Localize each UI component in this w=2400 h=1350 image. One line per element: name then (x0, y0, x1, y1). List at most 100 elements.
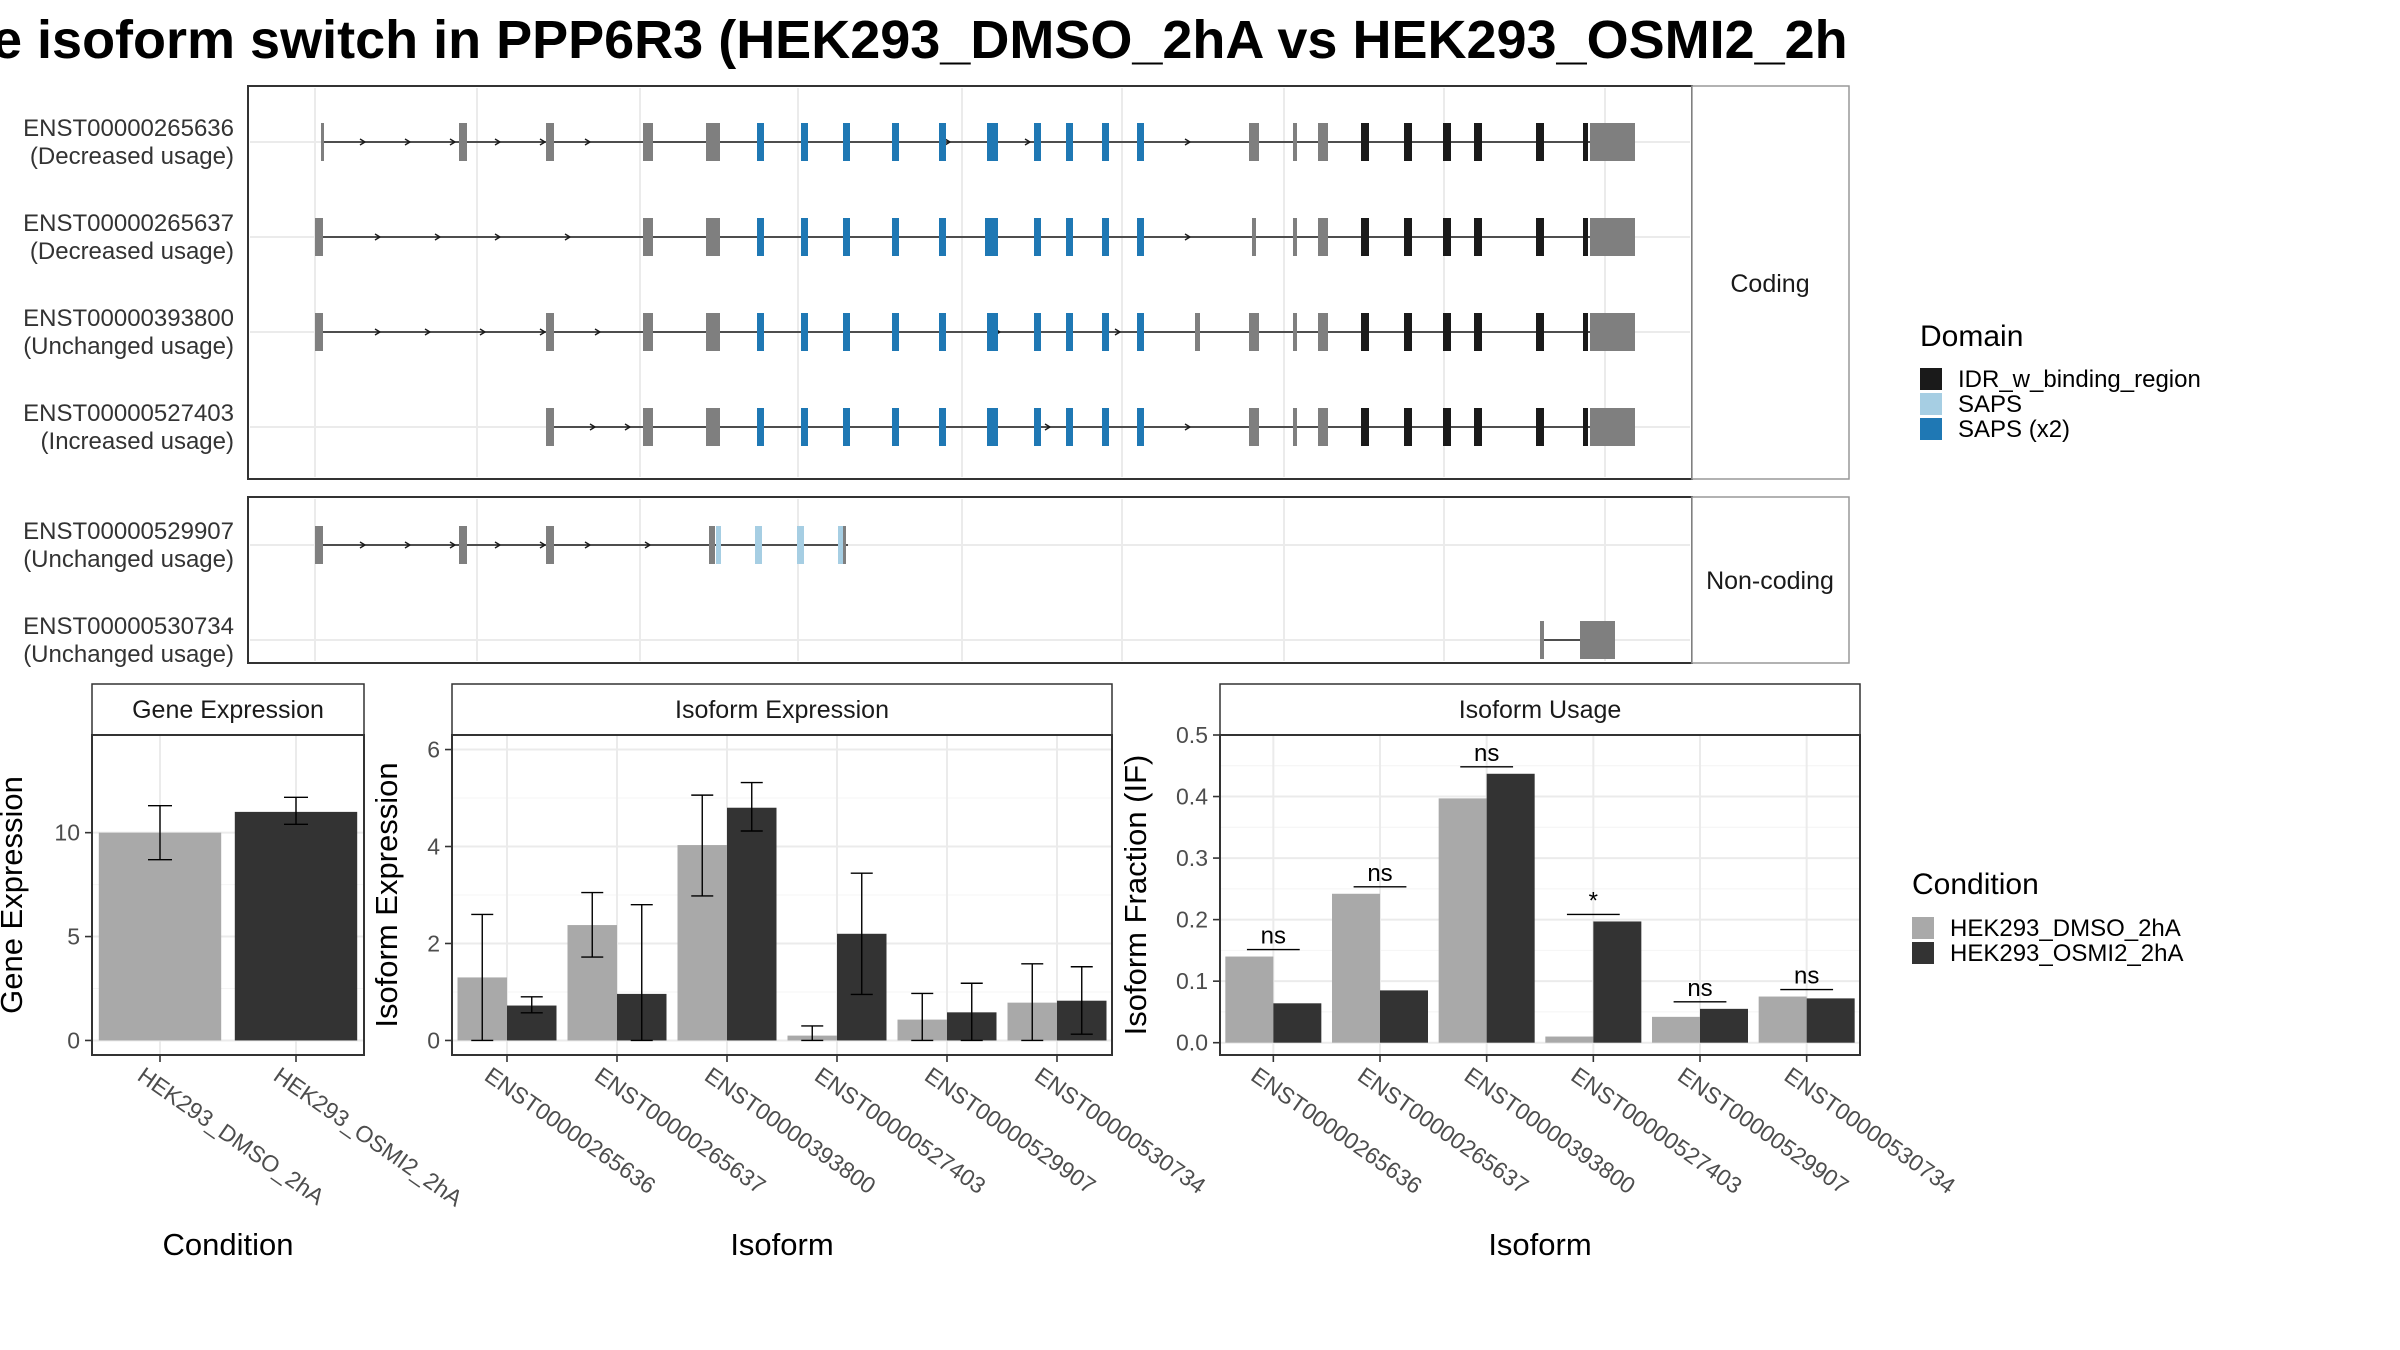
bar (1545, 1036, 1594, 1043)
exon-block (1293, 313, 1297, 351)
exon-block (939, 313, 946, 351)
exon-block (757, 408, 764, 446)
bar (727, 807, 777, 1041)
panel-strip (91, 683, 365, 736)
legend-label: SAPS (1958, 391, 2022, 418)
panel-title: Isoform Expression (675, 696, 889, 724)
transcript-id-label: ENST00000529907 (23, 518, 234, 545)
exon-block (843, 408, 850, 446)
strand-arrow (624, 423, 632, 431)
exon-block (987, 123, 998, 161)
significance-marker: * (1566, 887, 1620, 916)
strand-arrow (404, 541, 412, 549)
exon-block (1318, 218, 1328, 256)
strand-arrow (944, 138, 952, 146)
exon-block (1404, 313, 1412, 351)
strand-arrow (359, 138, 367, 146)
exon-block (706, 408, 720, 446)
strand-arrow (539, 328, 547, 336)
figure-title: e isoform switch in PPP6R3 (HEK293_DMSO_… (0, 10, 1848, 70)
exon-block (939, 123, 946, 161)
bar (1486, 773, 1535, 1043)
significance-marker: ns (1673, 975, 1727, 1003)
bars (457, 781, 1107, 1042)
exon-block (1590, 218, 1635, 256)
exon-block (1318, 313, 1328, 351)
exon-block (1361, 218, 1369, 256)
bar (1332, 893, 1380, 1043)
condition-legend-title: Condition (1912, 868, 2039, 901)
x-tick-label: ENST00000265637 (1353, 1062, 1533, 1199)
exon-block (1474, 313, 1482, 351)
significance-label: * (1589, 887, 1598, 914)
x-axis-ticks: ENST00000265636ENST00000265637ENST000003… (480, 1055, 1211, 1199)
x-tick-label: ENST00000527403 (1566, 1062, 1746, 1199)
y-axis-ticks: 0.0 0.1 0.2 0.3 0.4 0.5 (1176, 722, 1220, 1056)
exon-block (315, 218, 323, 256)
strand-arrow (494, 138, 502, 146)
bars (1225, 773, 1855, 1043)
noncoding-panel (247, 496, 1693, 664)
panel-title: Isoform Usage (1459, 696, 1622, 724)
exon-block (1583, 218, 1588, 256)
transcript-tracks: ENST00000265636(Decreased usage)ENST0000… (23, 88, 1690, 668)
exon-block (1540, 621, 1544, 659)
exon-block (1102, 123, 1109, 161)
plot-border (91, 734, 365, 1056)
error-bar (740, 781, 763, 832)
legend-swatch (1920, 368, 1942, 390)
x-axis-title: Condition (163, 1227, 294, 1262)
exon-block (643, 123, 653, 161)
strand-arrow (1184, 138, 1192, 146)
bar (1806, 998, 1855, 1043)
exon-block (892, 313, 899, 351)
strand-arrow (359, 541, 367, 549)
exon-block (1404, 123, 1412, 161)
transcript-usage-label: (Increased usage) (41, 428, 234, 455)
strand-arrow (589, 423, 597, 431)
exon-block (1066, 218, 1073, 256)
exon-block (987, 313, 998, 351)
error-bar (284, 796, 308, 826)
exon-block (1318, 123, 1328, 161)
bar (98, 832, 222, 1041)
exon-block (1361, 313, 1369, 351)
exon-block (1034, 313, 1041, 351)
error-bar (960, 982, 983, 1042)
coding-strip-label: Coding (1730, 270, 1809, 298)
domain-legend-title: Domain (1920, 320, 2023, 353)
exon-block (1590, 408, 1635, 446)
exon-block (892, 408, 899, 446)
bar (1652, 1016, 1700, 1043)
exon-block (321, 123, 324, 161)
transcript-ENST00000530734: ENST00000530734(Unchanged usage) (23, 613, 1615, 668)
error-bar (850, 872, 873, 996)
transcript-usage-label: (Decreased usage) (30, 143, 234, 170)
transcript-id-label: ENST00000265636 (23, 115, 234, 142)
exon-block (985, 218, 997, 256)
exon-block (1583, 408, 1588, 446)
strand-arrow (564, 233, 572, 241)
bar (1758, 996, 1807, 1043)
exon-block (716, 526, 721, 564)
exon-block (643, 408, 653, 446)
transcript-usage-label: (Unchanged usage) (23, 546, 234, 573)
legend-swatch (1920, 418, 1942, 440)
strand-arrow (1044, 423, 1052, 431)
panel-title: Gene Expression (132, 696, 324, 724)
y-tick-label: 0.0 (1176, 1030, 1208, 1056)
transcript-id-label: ENST00000530734 (23, 613, 234, 640)
bar (234, 811, 358, 1041)
transcript-usage-label: (Decreased usage) (30, 238, 234, 265)
exon-block (1249, 123, 1259, 161)
exon-block (1066, 313, 1073, 351)
exon-block (843, 313, 850, 351)
strand-arrow (539, 138, 547, 146)
bar (1273, 1003, 1322, 1043)
exon-block (706, 313, 720, 351)
coding-strip-box (1691, 85, 1850, 480)
y-tick-label: 2 (427, 930, 440, 956)
exon-block (755, 526, 762, 564)
bars (98, 796, 358, 1041)
